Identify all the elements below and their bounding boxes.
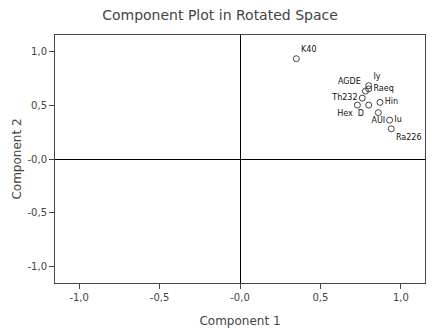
svg-text:Component 1: Component 1 <box>199 314 280 328</box>
svg-text:Hex: Hex <box>337 109 353 118</box>
svg-text:0,5: 0,5 <box>31 100 47 111</box>
svg-text:Component Plot in Rotated Spac: Component Plot in Rotated Space <box>102 7 338 23</box>
svg-text:1,0: 1,0 <box>31 46 47 57</box>
svg-text:K40: K40 <box>301 45 316 54</box>
svg-text:-0,0: -0,0 <box>230 292 250 303</box>
svg-text:AUI: AUI <box>372 116 386 125</box>
svg-text:-0,0: -0,0 <box>27 154 47 165</box>
svg-text:0,5: 0,5 <box>312 292 328 303</box>
svg-text:-0,5: -0,5 <box>150 292 170 303</box>
svg-text:Ra226: Ra226 <box>396 133 422 142</box>
svg-text:Th232: Th232 <box>331 93 357 102</box>
svg-text:Hin: Hin <box>385 97 398 106</box>
svg-text:Iu: Iu <box>394 115 401 124</box>
svg-text:1,0: 1,0 <box>393 292 409 303</box>
svg-text:-0,5: -0,5 <box>27 207 47 218</box>
svg-text:Component 2: Component 2 <box>10 118 24 199</box>
svg-text:D: D <box>358 109 364 118</box>
svg-text:-1,0: -1,0 <box>27 261 47 272</box>
svg-text:Iy: Iy <box>373 72 380 81</box>
svg-text:AGDE: AGDE <box>338 77 361 86</box>
svg-text:-1,0: -1,0 <box>69 292 89 303</box>
svg-text:Raeq: Raeq <box>373 84 393 93</box>
